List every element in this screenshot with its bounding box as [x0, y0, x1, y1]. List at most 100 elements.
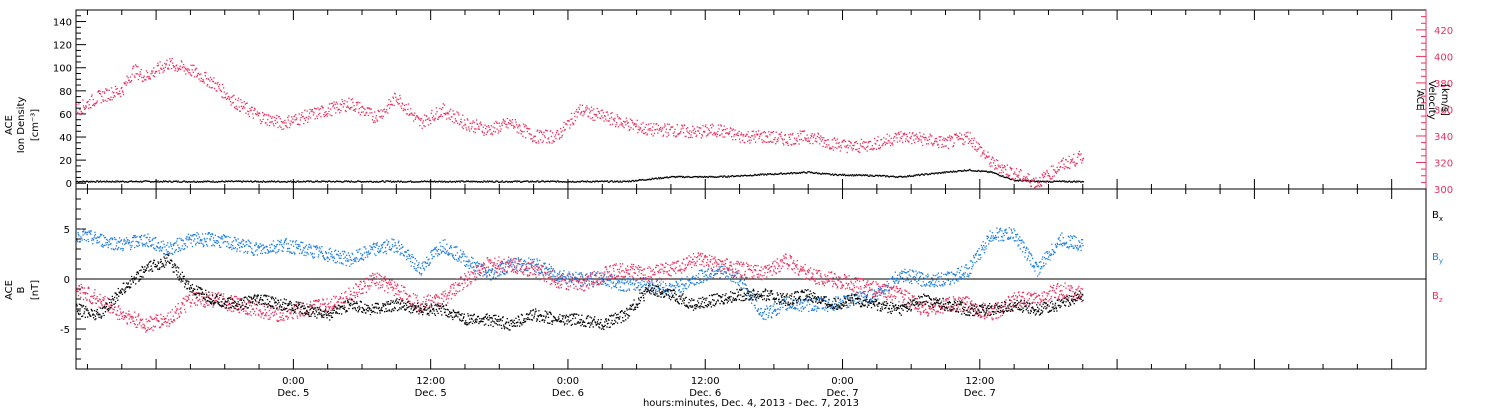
data-point — [698, 282, 700, 285]
data-point — [525, 180, 527, 182]
data-point — [140, 236, 142, 238]
data-point — [1009, 166, 1011, 169]
data-point — [211, 245, 213, 247]
data-point — [647, 129, 649, 131]
data-point — [360, 257, 362, 259]
data-point — [97, 180, 99, 182]
data-point — [283, 122, 285, 124]
data-point — [228, 180, 231, 182]
data-point — [233, 106, 236, 108]
data-point — [227, 243, 230, 245]
data-point — [545, 267, 547, 270]
data-point — [590, 277, 593, 280]
data-point — [445, 181, 448, 183]
data-point — [518, 263, 520, 265]
data-point — [259, 246, 261, 248]
data-point — [915, 138, 917, 140]
data-point — [883, 137, 885, 139]
data-point — [449, 118, 451, 121]
data-point — [146, 76, 148, 78]
data-point — [441, 180, 443, 182]
data-point — [1079, 158, 1082, 161]
data-point — [282, 247, 285, 249]
data-point — [951, 137, 954, 139]
data-point — [910, 175, 913, 177]
data-point — [517, 127, 519, 129]
data-point — [632, 122, 634, 124]
data-point — [1055, 172, 1058, 174]
data-point — [198, 73, 201, 76]
data-point — [409, 180, 411, 183]
data-point — [917, 140, 919, 143]
data-point — [283, 243, 285, 245]
data-point — [738, 175, 740, 177]
data-point — [451, 254, 454, 257]
data-point — [153, 67, 155, 69]
data-point — [291, 116, 293, 118]
data-point — [633, 124, 635, 126]
data-point — [158, 247, 160, 249]
data-point — [748, 136, 750, 138]
data-point — [774, 310, 777, 312]
data-point — [697, 273, 700, 275]
data-point — [451, 253, 453, 255]
data-point — [469, 264, 471, 266]
data-point — [407, 103, 410, 105]
data-point — [712, 176, 714, 178]
data-point — [196, 241, 199, 243]
data-point — [590, 117, 592, 120]
data-point — [1004, 176, 1006, 179]
data-point — [443, 252, 446, 254]
data-point — [642, 122, 644, 124]
data-point — [199, 80, 201, 82]
data-point — [553, 270, 556, 272]
data-point — [779, 306, 782, 309]
data-point — [978, 148, 980, 150]
data-point — [504, 273, 506, 275]
data-point — [125, 84, 128, 86]
data-point — [749, 142, 751, 144]
data-point — [230, 246, 232, 248]
data-point — [375, 181, 377, 183]
data-point — [638, 129, 641, 131]
data-point — [900, 272, 902, 275]
data-point — [403, 108, 405, 110]
data-point — [522, 264, 524, 267]
data-point — [273, 180, 275, 182]
data-point — [824, 306, 826, 308]
data-point — [279, 181, 281, 183]
data-point — [463, 124, 465, 127]
data-point — [134, 76, 136, 78]
data-point — [109, 237, 112, 240]
data-point — [541, 131, 543, 134]
data-point — [437, 253, 439, 255]
data-point — [826, 146, 828, 148]
data-point — [884, 174, 886, 177]
data-point — [218, 180, 221, 183]
data-point — [835, 139, 837, 142]
data-point — [985, 170, 988, 172]
data-point — [133, 236, 135, 238]
data-point — [269, 246, 271, 249]
data-point — [222, 180, 224, 183]
data-point — [1007, 175, 1010, 177]
data-point — [79, 241, 81, 243]
data-point — [389, 180, 392, 182]
data-point — [180, 60, 182, 62]
data-point — [912, 175, 914, 177]
data-point — [811, 309, 813, 311]
data-point — [993, 172, 995, 174]
data-point — [84, 107, 86, 110]
data-point — [90, 180, 92, 182]
data-point — [1076, 162, 1078, 165]
data-point — [741, 275, 743, 277]
data-point — [1066, 181, 1068, 183]
data-point — [165, 253, 167, 256]
data-point — [570, 276, 572, 278]
data-point — [277, 239, 279, 242]
data-point — [696, 176, 698, 178]
data-point — [542, 140, 545, 142]
data-point — [316, 115, 318, 117]
data-point — [802, 308, 805, 310]
data-point — [422, 261, 424, 263]
